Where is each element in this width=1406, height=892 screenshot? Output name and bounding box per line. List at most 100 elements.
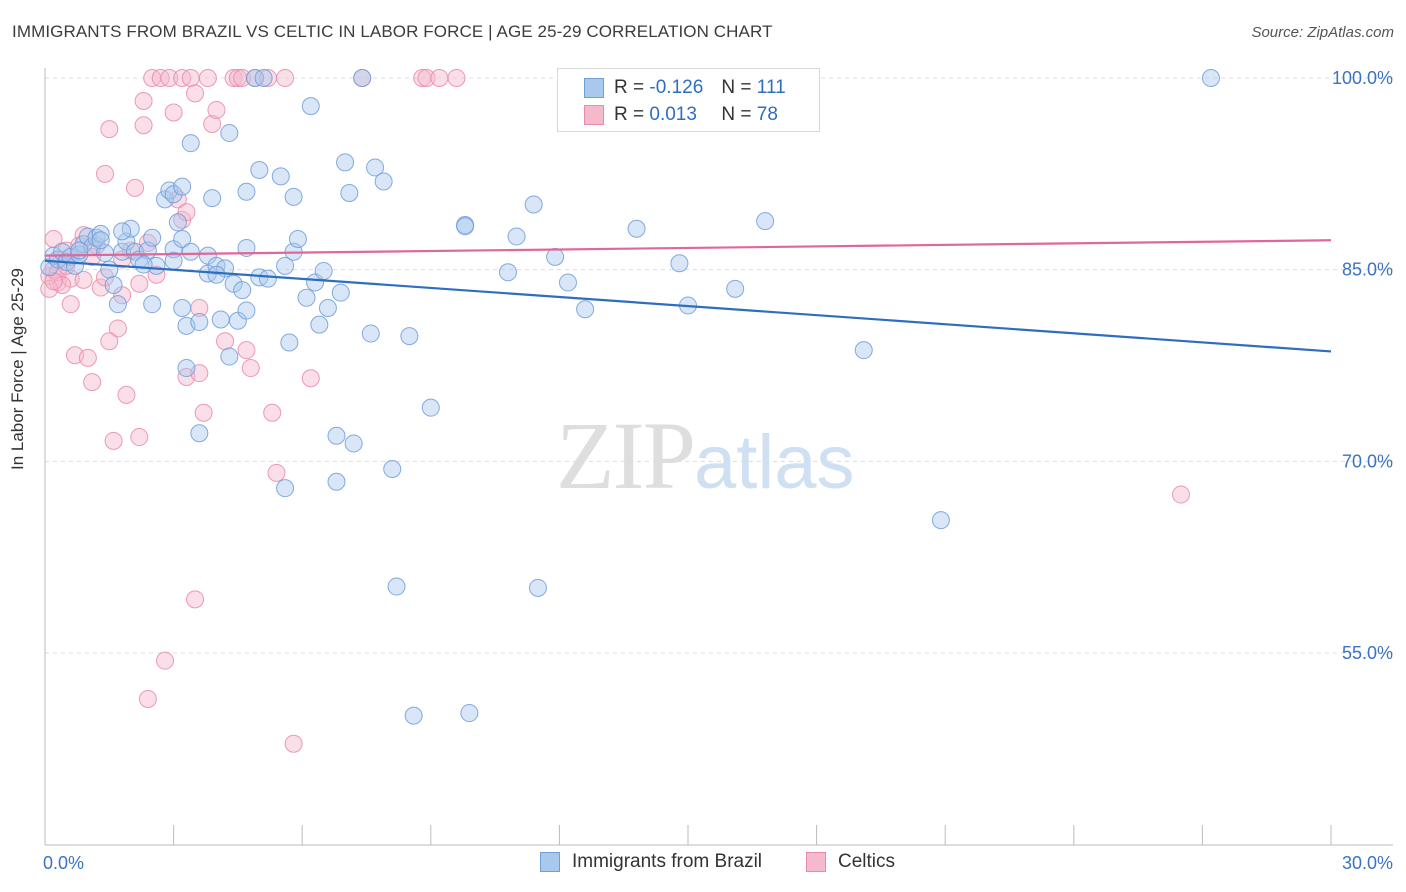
celtic-point <box>241 359 260 378</box>
celtic-point <box>263 403 282 422</box>
brazil-trend-line <box>44 259 1332 353</box>
brazil-point <box>156 190 175 209</box>
brazil-point <box>203 189 222 208</box>
celtic-legend-label: Celtics <box>838 851 896 872</box>
brazil-point <box>528 578 547 597</box>
celtic-point <box>134 116 153 135</box>
tick-labels: 55.0% 70.0% 85.0% 100.0% 0.0% 30.0% <box>43 68 1393 873</box>
brazil-legend-swatch <box>540 852 560 872</box>
brazil-point <box>181 242 200 261</box>
y-tick-label: 85.0% <box>1342 260 1393 280</box>
celtic-point <box>108 319 127 338</box>
brazil-point <box>284 187 303 206</box>
brazil-point <box>627 219 646 238</box>
celtic-point <box>44 272 63 291</box>
celtic-n-value: 78 <box>756 104 778 125</box>
celtic-point <box>186 84 205 103</box>
celtic-point <box>276 69 295 87</box>
celtic-point <box>100 332 119 351</box>
brazil-legend-label: Immigrants from Brazil <box>572 851 763 872</box>
celtic-point <box>186 590 205 609</box>
celtic-point <box>164 103 183 122</box>
legend-n-label: N = <box>721 104 752 125</box>
brazil-point <box>726 279 745 298</box>
brazil-point <box>366 158 385 177</box>
brazil-point <box>91 231 110 250</box>
brazil-point <box>276 256 295 275</box>
x-tick-label: 30.0% <box>1342 853 1393 873</box>
legend-item-brazil[interactable]: Immigrants from Brazil <box>540 851 762 873</box>
watermark: ZIPatlas <box>556 400 855 511</box>
brazil-point <box>314 261 333 280</box>
celtic-point <box>61 295 80 314</box>
brazil-point <box>361 324 380 343</box>
legend-row-brazil: R = -0.126 N = 111 <box>584 77 786 99</box>
celtic-point <box>78 348 97 367</box>
brazil-point <box>147 256 166 275</box>
y-tick-label: 55.0% <box>1342 643 1393 663</box>
brazil-point <box>100 260 119 279</box>
celtic-point <box>447 69 466 87</box>
celtic-point <box>100 120 119 139</box>
celtic-point <box>216 332 235 351</box>
legend-item-celtic[interactable]: Celtics <box>806 851 895 873</box>
celtic-trend-line <box>44 239 1332 257</box>
celtic-point <box>160 69 179 87</box>
celtic-point <box>203 115 222 133</box>
brazil-point <box>558 273 577 292</box>
x-tick-label: 0.0% <box>43 853 84 873</box>
celtic-point <box>207 100 226 119</box>
brazil-point <box>288 230 307 248</box>
legend-r-label: R = <box>614 77 645 98</box>
celtic-point <box>194 403 213 422</box>
brazil-point <box>374 172 393 191</box>
celtic-point <box>417 69 436 87</box>
brazil-point <box>460 704 479 723</box>
celtic-point <box>130 428 149 447</box>
brazil-point <box>400 327 419 346</box>
brazil-point <box>173 177 192 196</box>
legend-r-label: R = <box>614 104 645 125</box>
y-tick-label: 100.0% <box>1332 68 1393 88</box>
brazil-point <box>576 300 595 319</box>
brazil-point <box>854 341 873 360</box>
chart-title: IMMIGRANTS FROM BRAZIL VS CELTIC IN LABO… <box>12 22 773 41</box>
celtic-point <box>104 431 123 450</box>
brazil-point <box>220 123 239 142</box>
brazil-point <box>276 479 295 498</box>
legend-row-celtic: R = 0.013 N = 78 <box>584 104 778 126</box>
celtic-point <box>74 270 93 289</box>
brazil-point <box>327 472 346 491</box>
brazil-point <box>670 254 689 273</box>
brazil-point <box>143 228 162 247</box>
brazil-point <box>297 288 316 307</box>
celtic-point <box>134 92 153 110</box>
brazil-point <box>756 212 775 231</box>
celtic-point <box>117 385 136 404</box>
brazil-point <box>220 347 239 366</box>
correlation-legend: R = -0.126 N = 111 R = 0.013 N = 78 <box>557 68 820 132</box>
trend-lines <box>44 239 1332 353</box>
brazil-point <box>91 224 110 243</box>
brazil-point <box>250 161 269 179</box>
brazil-point <box>173 299 192 317</box>
brazil-point <box>190 313 209 332</box>
y-axis-label: In Labor Force | Age 25-29 <box>8 268 27 470</box>
watermark-zip: ZIP <box>556 402 696 509</box>
brazil-point <box>173 230 192 248</box>
brazil-point <box>207 265 226 284</box>
brazil-point <box>168 213 187 232</box>
brazil-point <box>327 426 346 445</box>
brazil-point <box>143 295 162 314</box>
brazil-swatch <box>584 78 604 98</box>
brazil-point <box>301 97 320 116</box>
brazil-point <box>546 247 565 266</box>
brazil-point <box>280 333 299 352</box>
source-label: Source: ZipAtlas.com <box>1251 24 1394 41</box>
celtic-point <box>233 69 252 87</box>
celtic-legend-swatch <box>806 852 826 872</box>
celtic-point <box>430 69 449 87</box>
brazil-point <box>70 241 89 260</box>
brazil-point <box>344 434 363 453</box>
celtic-point <box>198 69 217 87</box>
